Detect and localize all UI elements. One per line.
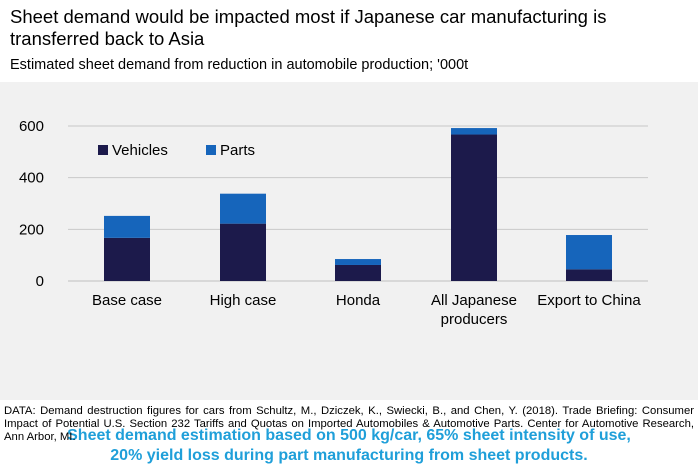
bar-parts bbox=[451, 128, 497, 135]
bar-vehicles bbox=[335, 264, 381, 281]
x-category-label: Base case bbox=[92, 292, 162, 309]
x-category-label: High case bbox=[210, 292, 277, 309]
x-category-label: producers bbox=[441, 311, 508, 328]
bar-vehicles bbox=[451, 134, 497, 281]
x-category-label: All Japanese bbox=[431, 292, 517, 309]
legend-label-vehicles: Vehicles bbox=[112, 142, 168, 159]
legend-swatch-vehicles bbox=[98, 145, 108, 155]
chart-title: Sheet demand would be impacted most if J… bbox=[10, 6, 607, 49]
y-tick-label: 0 bbox=[36, 273, 44, 290]
methodology-note-line-1: Sheet demand estimation based on 500 kg/… bbox=[67, 427, 631, 444]
data-source-footer: DATA: Demand destruction figures for car… bbox=[4, 405, 694, 443]
bar-parts bbox=[566, 235, 612, 270]
y-tick-label: 400 bbox=[19, 170, 44, 187]
bar-parts bbox=[335, 259, 381, 265]
chart-figure: Sheet demand would be impacted most if J… bbox=[0, 6, 698, 464]
y-tick-label: 200 bbox=[19, 221, 44, 238]
bar-parts bbox=[104, 215, 150, 238]
legend-swatch-parts bbox=[206, 145, 216, 155]
bar-vehicles bbox=[104, 237, 150, 281]
bar-chart: 0 200 400 600 Base case High case Honda All Jap… bbox=[19, 118, 648, 328]
plot-area: 0 200 400 600 Base case High case Honda All Jap… bbox=[0, 82, 698, 464]
x-category-label: Export to China bbox=[537, 292, 641, 309]
methodology-note-line-2: 20% yield loss during part manufacturing… bbox=[110, 447, 588, 464]
bar-vehicles bbox=[566, 269, 612, 281]
x-category-label: Honda bbox=[336, 292, 381, 309]
legend-label-parts: Parts bbox=[220, 142, 255, 159]
chart-subtitle: Estimated sheet demand from reduction in… bbox=[10, 57, 469, 73]
y-tick-label: 600 bbox=[19, 118, 44, 135]
bar-vehicles bbox=[220, 223, 266, 281]
bar-parts bbox=[220, 193, 266, 224]
